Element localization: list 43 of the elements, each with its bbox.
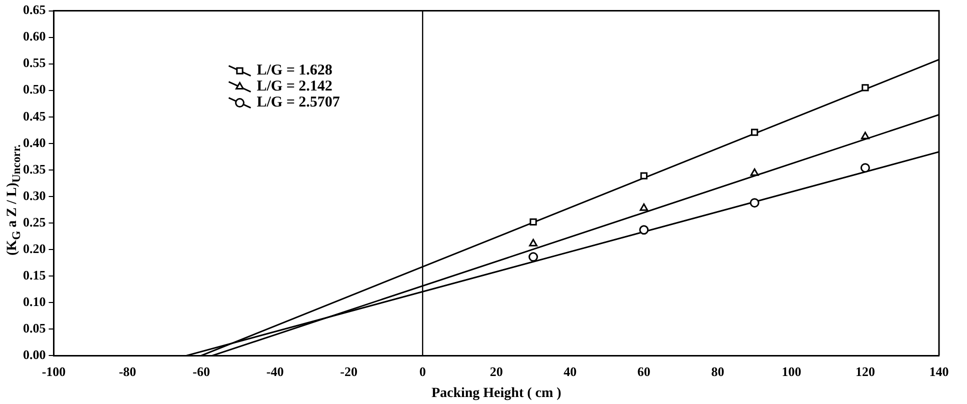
y-tick-label: 0.10 — [23, 294, 46, 309]
y-tick-label: 0.15 — [23, 267, 46, 282]
point — [750, 168, 759, 176]
y-tick-label: 0.45 — [23, 108, 46, 124]
x-tick-label: 140 — [929, 364, 949, 379]
x-tick-label: -80 — [118, 364, 136, 379]
legend-label: L/G = 2.5707 — [256, 94, 340, 111]
y-tick-label: 0.55 — [23, 55, 46, 70]
y-tick-label: 0.50 — [23, 82, 46, 97]
y-tick-label: 0.30 — [23, 188, 46, 203]
x-tick-label: 20 — [490, 364, 503, 379]
point — [750, 128, 758, 136]
point — [528, 252, 538, 262]
point — [530, 218, 537, 226]
x-tick-label: -20 — [340, 364, 358, 379]
point — [861, 132, 870, 140]
point — [639, 225, 649, 235]
legend-label: L/G = 2.142 — [256, 78, 332, 95]
x-tick-label: 100 — [782, 364, 802, 379]
y-tick-label: 0.20 — [23, 240, 46, 256]
point — [860, 163, 870, 173]
x-axis-title: Packing Height ( cm ) — [431, 386, 562, 402]
x-tick-label: -40 — [266, 364, 284, 379]
legend-label: L/G = 1.628 — [256, 62, 332, 79]
x-tick-label: 120 — [855, 364, 875, 379]
y-tick-label: 0.35 — [23, 161, 46, 176]
y-tick-label: 0.00 — [23, 346, 46, 362]
x-tick-label: -100 — [42, 364, 66, 379]
y-tick-label: 0.60 — [23, 28, 46, 44]
x-tick-label: 40 — [564, 364, 577, 379]
x-tick-label: -60 — [192, 364, 210, 379]
x-tick-label: 80 — [711, 364, 724, 379]
x-tick-label: 0 — [419, 364, 426, 379]
point — [640, 203, 648, 211]
y-tick-label: 0.65 — [23, 2, 46, 18]
point — [640, 172, 648, 180]
point — [750, 198, 760, 208]
y-tick-label: 0.25 — [23, 214, 46, 230]
y-tick-label: 0.05 — [23, 320, 46, 336]
point — [529, 238, 538, 246]
y-tick-label: 0.40 — [23, 134, 46, 150]
point — [862, 84, 869, 92]
x-tick-label: 60 — [637, 364, 650, 379]
